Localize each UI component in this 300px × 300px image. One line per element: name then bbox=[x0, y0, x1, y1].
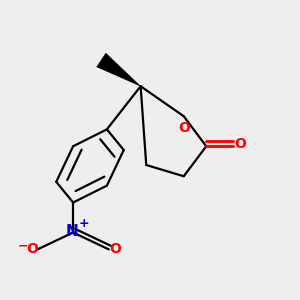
Text: O: O bbox=[109, 242, 121, 256]
Text: +: + bbox=[79, 217, 90, 230]
Text: O: O bbox=[26, 242, 38, 256]
Text: N: N bbox=[66, 224, 79, 239]
Polygon shape bbox=[97, 53, 141, 86]
Text: −: − bbox=[18, 239, 28, 252]
Text: O: O bbox=[178, 121, 190, 134]
Text: O: O bbox=[234, 137, 246, 152]
